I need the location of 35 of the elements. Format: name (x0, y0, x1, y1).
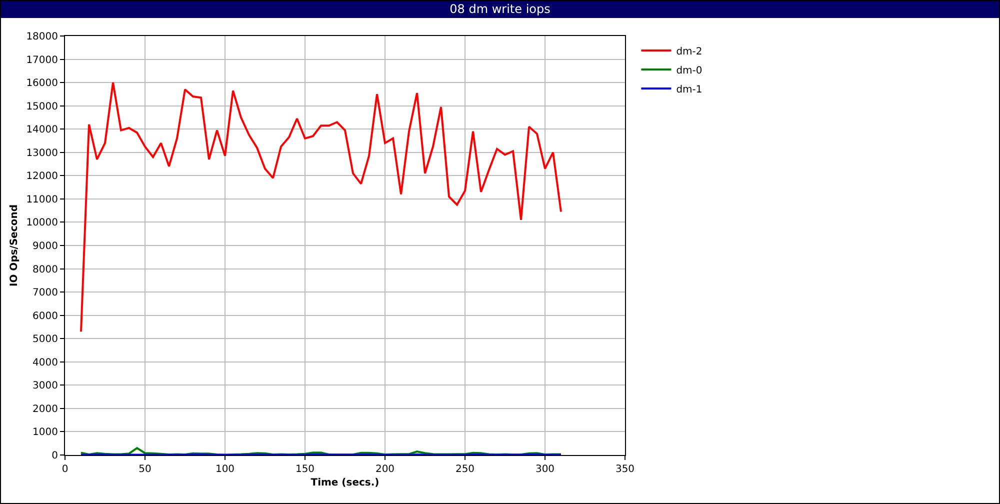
y-tick-label: 16000 (26, 78, 58, 90)
y-tick-label: 3000 (32, 380, 58, 392)
x-tick-label: 350 (615, 464, 635, 475)
chart-title: 08 dm write iops (1, 1, 999, 18)
y-tick-label: 15000 (26, 101, 58, 112)
y-tick-label: 1000 (32, 427, 58, 438)
x-axis-title: Time (secs.) (310, 478, 380, 488)
x-tick-label: 250 (455, 464, 475, 475)
legend-label: dm-1 (676, 84, 702, 96)
y-tick-label: 13000 (26, 148, 58, 159)
y-tick-label: 4000 (32, 357, 58, 368)
line-series (80, 82, 562, 333)
y-axis-title: IO Ops/Second (9, 204, 20, 287)
y-tick-label: 17000 (26, 54, 58, 66)
x-tick-label: 300 (535, 464, 555, 475)
y-tick-label: 5000 (32, 334, 58, 346)
x-tick-label: 100 (215, 464, 235, 475)
y-tick-label: 10000 (26, 218, 58, 229)
x-tick-label: 0 (62, 464, 68, 475)
x-tick-label: 50 (138, 464, 152, 475)
y-tick-label: 18000 (26, 32, 58, 42)
y-tick-label: 9000 (32, 241, 58, 252)
y-tick-label: 6000 (32, 310, 58, 322)
y-tick-label: 7000 (32, 288, 58, 299)
y-tick-label: 2000 (32, 404, 58, 415)
y-tick-label: 12000 (26, 171, 58, 182)
y-tick-label: 11000 (26, 194, 58, 206)
x-tick-label: 200 (375, 464, 395, 475)
x-tick-label: 150 (295, 464, 315, 475)
line-series (80, 447, 562, 455)
legend-label: dm-0 (676, 65, 702, 76)
y-tick-label: 0 (52, 450, 58, 462)
y-tick-label: 8000 (32, 264, 58, 276)
y-tick-label: 14000 (26, 124, 58, 136)
legend-label: dm-2 (676, 46, 702, 58)
